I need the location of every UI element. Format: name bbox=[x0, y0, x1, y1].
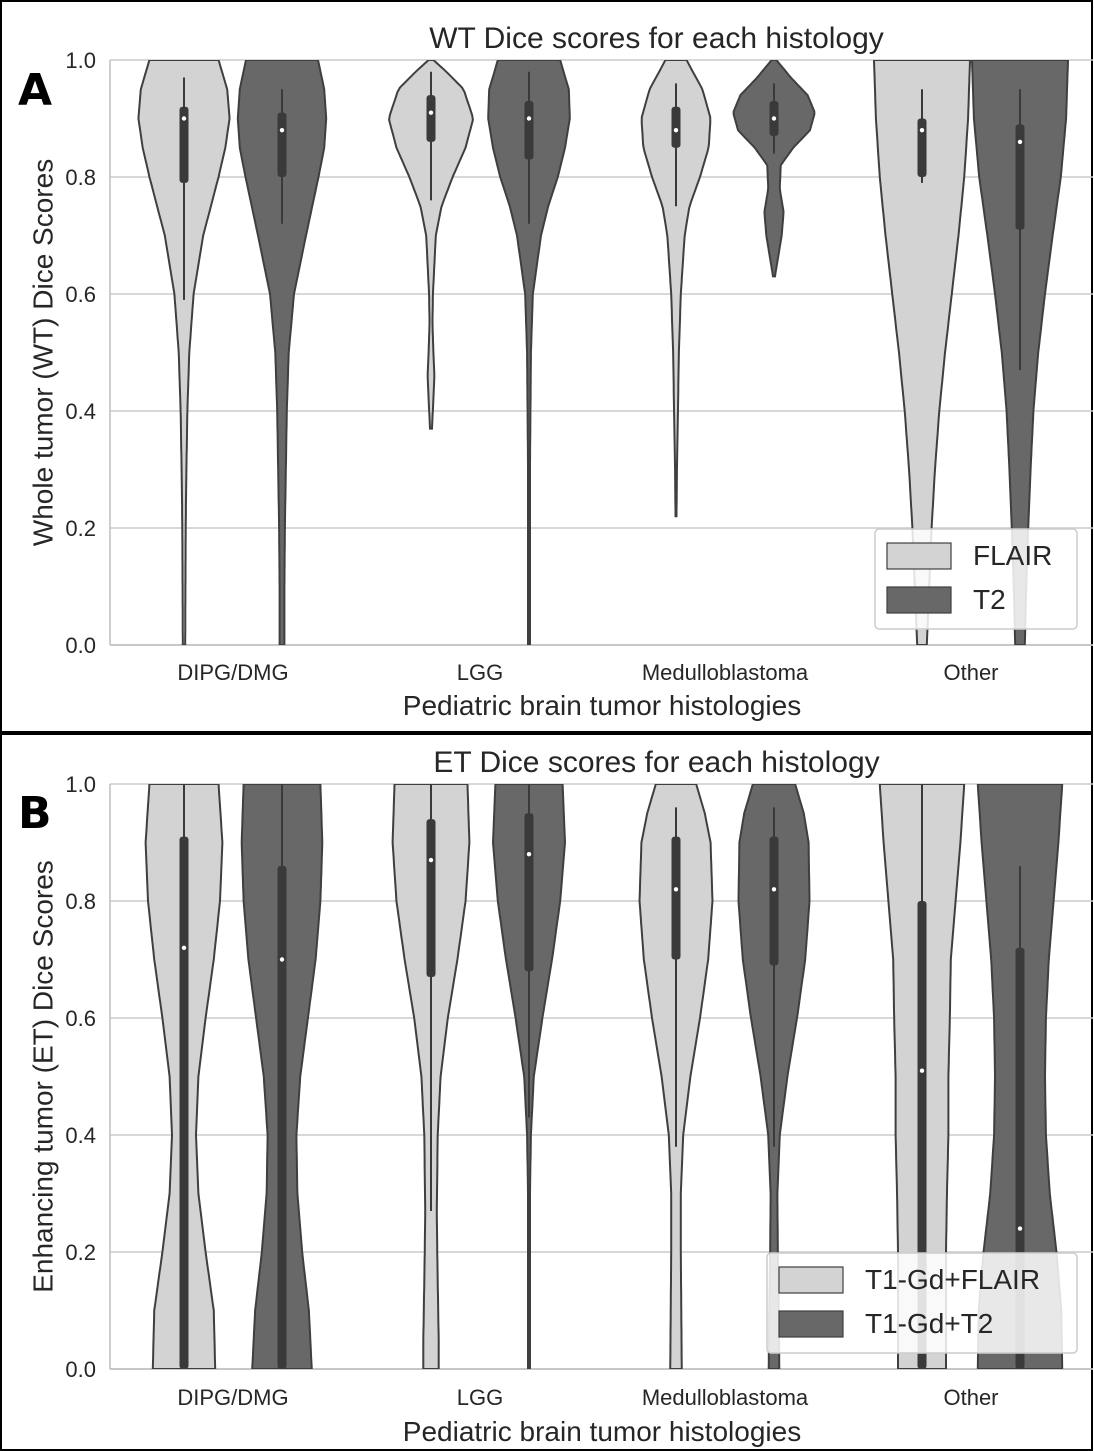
y-tick-label: 0.2 bbox=[65, 516, 96, 541]
violin-flair-lgg bbox=[388, 60, 474, 430]
violin-iqr-box bbox=[426, 95, 436, 142]
violin-iqr-box bbox=[671, 836, 681, 960]
legend-swatch-light bbox=[886, 542, 952, 570]
violin-iqr-box bbox=[917, 118, 927, 177]
y-tick-label: 0.8 bbox=[65, 165, 96, 190]
violin-median bbox=[279, 957, 285, 962]
violin-median bbox=[673, 887, 679, 892]
violin-flair-other bbox=[872, 60, 972, 645]
violin-median bbox=[1017, 1226, 1023, 1231]
violin-iqr-box bbox=[524, 813, 534, 972]
x-tick-label: Medulloblastoma bbox=[642, 1385, 809, 1410]
violin-iqr-box bbox=[1015, 124, 1025, 230]
violin-median bbox=[279, 128, 285, 133]
y-tick-label: 0.6 bbox=[65, 282, 96, 307]
chart-panel-a: 0.0 0.2 0.4 0.6 0.8 1.0 DIPG/DMG LGG Medulloblas… bbox=[18, 22, 1093, 721]
violin-median bbox=[771, 887, 777, 892]
violin-iqr-box bbox=[179, 106, 189, 183]
y-axis-label: Enhancing tumor (ET) Dice Scores bbox=[27, 860, 58, 1293]
violin-iqr-box bbox=[277, 112, 287, 177]
violin-t2-dipg-dmg bbox=[236, 60, 328, 645]
panel-border bbox=[0, 733, 1093, 1451]
x-tick-label: Other bbox=[943, 660, 998, 685]
x-tick-label: LGG bbox=[457, 660, 503, 685]
x-axis-label: Pediatric brain tumor histologies bbox=[403, 1416, 801, 1447]
violin-median bbox=[771, 116, 777, 121]
y-tick-label: 1.0 bbox=[65, 772, 96, 797]
violin-median bbox=[181, 945, 187, 950]
violin-t2-medulloblastoma bbox=[732, 60, 816, 278]
violin-iqr-box bbox=[277, 865, 287, 1369]
x-tick-label: Medulloblastoma bbox=[642, 660, 809, 685]
violin-iqr-box bbox=[524, 100, 534, 160]
y-tick-label: 0.6 bbox=[65, 1006, 96, 1031]
violin-iqr-box bbox=[769, 836, 779, 966]
chart-title: WT Dice scores for each histology bbox=[429, 22, 884, 55]
y-tick-label: 0.0 bbox=[65, 1357, 96, 1382]
x-tick-label: LGG bbox=[457, 1385, 503, 1410]
chart-title: ET Dice scores for each histology bbox=[433, 746, 879, 779]
violin-median bbox=[181, 116, 187, 121]
violin-median bbox=[1017, 139, 1023, 145]
legend-label: FLAIR bbox=[973, 540, 1052, 571]
x-axis-label: Pediatric brain tumor histologies bbox=[403, 690, 801, 721]
y-tick-label: 0.4 bbox=[65, 1123, 96, 1148]
violin-median bbox=[428, 110, 434, 115]
legend: T1-Gd+FLAIR T1-Gd+T2 bbox=[766, 1252, 1078, 1354]
legend-label: T2 bbox=[973, 584, 1006, 615]
plot-area bbox=[137, 60, 1070, 645]
y-tick-label: 0.2 bbox=[65, 1240, 96, 1265]
panel-letter: A bbox=[18, 65, 52, 116]
violin-median bbox=[526, 116, 532, 121]
y-tick-label: 1.0 bbox=[65, 48, 96, 73]
y-axis-label: Whole tumor (WT) Dice Scores bbox=[27, 159, 58, 546]
y-tick-label: 0.8 bbox=[65, 889, 96, 914]
legend: FLAIR T2 bbox=[874, 528, 1078, 630]
violin-median bbox=[428, 857, 434, 863]
legend-swatch-light bbox=[778, 1266, 844, 1294]
x-tick-label: DIPG/DMG bbox=[177, 1385, 288, 1410]
violin-median bbox=[526, 852, 532, 857]
violin-iqr-box bbox=[426, 819, 436, 978]
legend-swatch-dark bbox=[778, 1310, 844, 1338]
violin-iqr-box bbox=[671, 106, 681, 148]
chart-panel-b: 0.0 0.2 0.4 0.6 0.8 1.0 DIPG/DMG LGG Medulloblas… bbox=[18, 746, 1093, 1447]
violin-median bbox=[919, 128, 925, 133]
violin-flair-dipg-dmg bbox=[137, 60, 231, 645]
violin-flair-medulloblastoma bbox=[640, 60, 712, 518]
panel-border bbox=[0, 0, 1093, 733]
violin-iqr-box bbox=[917, 901, 927, 1369]
y-tick-label: 0.4 bbox=[65, 399, 96, 424]
y-tick-label: 0.0 bbox=[65, 633, 96, 658]
violin-iqr-box bbox=[179, 836, 189, 1369]
x-tick-label: DIPG/DMG bbox=[177, 660, 288, 685]
violin-median bbox=[919, 1068, 925, 1073]
legend-label: T1-Gd+FLAIR bbox=[865, 1264, 1040, 1295]
violin-t2-lgg bbox=[487, 60, 571, 645]
legend-frame bbox=[766, 1252, 1078, 1354]
plot-area bbox=[144, 784, 1064, 1369]
legend-label: T1-Gd+T2 bbox=[865, 1308, 993, 1339]
violin-median bbox=[673, 128, 679, 133]
panel-letter: B bbox=[18, 788, 52, 839]
x-tick-label: Other bbox=[943, 1385, 998, 1410]
legend-swatch-dark bbox=[886, 586, 952, 614]
